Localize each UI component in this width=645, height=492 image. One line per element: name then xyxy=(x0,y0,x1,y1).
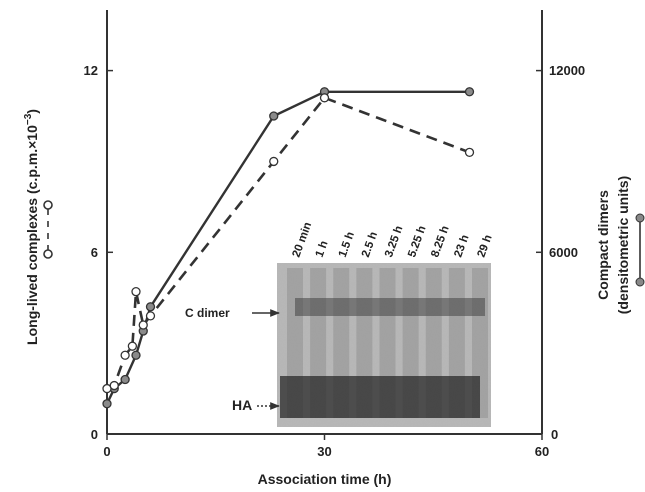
y-left-title-exponent: −3 xyxy=(23,113,34,125)
x-tick-label-30: 30 xyxy=(317,444,331,459)
gel-lane-label: 1 h xyxy=(314,239,331,259)
data-point-open xyxy=(138,320,148,330)
gel-lane-label: 29 h xyxy=(476,233,495,259)
gel-lane-label: 3.25 h xyxy=(383,224,405,259)
gel-lane-label: 2.5 h xyxy=(360,230,380,259)
data-point-open xyxy=(269,156,279,167)
legend-open-circle-bottom xyxy=(43,249,53,259)
y-right-axis-title-line2: (densitometric units) xyxy=(615,176,631,314)
data-point-open xyxy=(131,287,141,297)
gel-lane-label: 23 h xyxy=(452,233,471,259)
y-left-title-main: Long-lived complexes (c.p.m.×10 xyxy=(24,125,40,345)
data-point-open xyxy=(145,311,156,321)
y-left-tick-label-6: 6 xyxy=(91,245,98,260)
y-left-tick-label-12: 12 xyxy=(84,63,98,78)
right-axis-legend-marker xyxy=(635,213,645,287)
x-tick-label-0: 0 xyxy=(103,444,110,459)
gel-lane-label: 20 min xyxy=(291,221,315,259)
gel-lane-label: 1.5 h xyxy=(337,230,357,259)
x-axis-title: Association time (h) xyxy=(258,471,392,487)
legend-filled-circle-bottom xyxy=(635,277,645,287)
data-point-open xyxy=(127,341,138,351)
y-right-axis-title-line1: Compact dimers xyxy=(595,190,611,300)
y-right-tick-label-0: 0 xyxy=(551,427,558,442)
data-point-filled xyxy=(145,302,156,312)
gel-ha-band xyxy=(280,376,480,418)
series-layer xyxy=(102,87,475,409)
data-point-filled xyxy=(464,87,475,97)
data-point-filled xyxy=(269,111,279,121)
data-point-open xyxy=(464,147,475,157)
series-line-open-dashed xyxy=(106,96,470,390)
left-axis-legend-marker xyxy=(43,200,53,259)
y-left-axis-title: Long-lived complexes (c.p.m.×10−3) xyxy=(23,109,40,345)
data-point-filled xyxy=(131,350,141,360)
data-point-open xyxy=(120,350,130,360)
band-label-ha: HA xyxy=(232,397,252,413)
gel-inset: 20 min 1 h 1.5 h 2.5 h 3.25 h 5.25 h 8.25 h 23 … xyxy=(185,221,495,427)
axis-ticks xyxy=(106,69,543,440)
gel-lane-label: 5.25 h xyxy=(406,224,428,259)
data-point-filled xyxy=(102,399,112,409)
legend-filled-circle-top xyxy=(635,213,645,223)
gel-lane-label: 8.25 h xyxy=(429,224,451,259)
band-label-c-dimer: C dimer xyxy=(185,306,230,320)
y-right-tick-label-6000: 6000 xyxy=(549,245,578,260)
data-point-open xyxy=(109,380,119,391)
y-left-title-close: ) xyxy=(24,109,40,114)
y-left-tick-label-0: 0 xyxy=(91,427,98,442)
data-point-filled xyxy=(120,374,130,385)
x-tick-label-60: 60 xyxy=(535,444,549,459)
y-right-tick-label-12000: 12000 xyxy=(549,63,585,78)
gel-lane-labels: 20 min 1 h 1.5 h 2.5 h 3.25 h 5.25 h 8.25 h 23 … xyxy=(291,221,495,259)
gel-dimer-band xyxy=(295,298,485,316)
legend-open-circle-top xyxy=(43,200,53,210)
data-point-open xyxy=(319,93,330,103)
